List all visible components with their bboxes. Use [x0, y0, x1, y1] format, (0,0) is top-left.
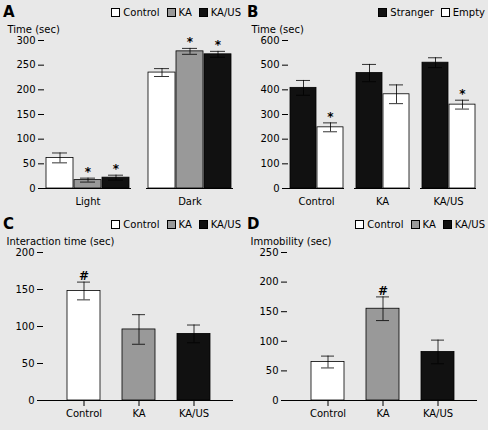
html-text:D: D [247, 215, 260, 233]
svg-text:KA/US: KA/US [433, 196, 463, 207]
svg-text:250: 250 [16, 59, 35, 70]
svg-text:200: 200 [16, 84, 35, 95]
html-text:KA/US: KA/US [454, 218, 485, 230]
svg-text:50: 50 [23, 158, 36, 169]
html-text:Empty: Empty [452, 6, 485, 18]
svg-text:100: 100 [16, 133, 35, 144]
svg-text:0: 0 [272, 395, 278, 406]
html-text:Control: Control [367, 218, 404, 230]
svg-text:400: 400 [260, 84, 279, 95]
svg-text:#: # [378, 284, 388, 298]
svg-text:*: * [113, 162, 120, 176]
html-text:KA/US: KA/US [210, 218, 241, 230]
svg-text:*: * [187, 35, 194, 49]
html-text:A: A [3, 3, 15, 21]
svg-text:300: 300 [260, 109, 279, 120]
svg-text:Time (sec): Time (sec) [251, 24, 304, 35]
svg-text:200: 200 [259, 276, 278, 287]
svg-text:Immobility (sec): Immobility (sec) [251, 236, 332, 247]
svg-text:*: * [327, 110, 334, 124]
svg-text:100: 100 [260, 158, 279, 169]
svg-text:KA: KA [376, 196, 389, 207]
svg-text:50: 50 [22, 358, 35, 369]
svg-text:150: 150 [16, 109, 35, 120]
svg-text:#: # [79, 269, 89, 283]
html-text:Control: Control [123, 218, 160, 230]
html-text:Stranger: Stranger [390, 6, 434, 18]
svg-text:50: 50 [266, 365, 279, 376]
svg-text:*: * [459, 87, 466, 101]
svg-text:150: 150 [259, 306, 278, 317]
html-text:C: C [3, 215, 14, 233]
svg-text:Time (sec): Time (sec) [7, 24, 60, 35]
svg-text:200: 200 [15, 247, 34, 258]
html-text:KA/US: KA/US [210, 6, 241, 18]
svg-text:Dark: Dark [178, 196, 202, 207]
svg-text:100: 100 [15, 321, 34, 332]
svg-text:150: 150 [15, 284, 34, 295]
svg-text:600: 600 [260, 35, 279, 46]
svg-text:*: * [215, 38, 222, 52]
html-text:KA: KA [178, 218, 192, 230]
svg-text:Interaction time (sec): Interaction time (sec) [7, 236, 115, 247]
svg-text:KA: KA [376, 408, 389, 419]
svg-text:100: 100 [259, 336, 278, 347]
svg-text:300: 300 [16, 35, 35, 46]
svg-text:KA: KA [132, 408, 145, 419]
html-text:B: B [247, 3, 259, 21]
svg-text:0: 0 [273, 183, 279, 194]
svg-text:*: * [85, 165, 92, 179]
svg-text:Control: Control [310, 408, 346, 419]
svg-text:KA/US: KA/US [423, 408, 453, 419]
svg-text:500: 500 [260, 59, 279, 70]
svg-text:Control: Control [298, 196, 334, 207]
svg-text:250: 250 [259, 247, 278, 258]
html-text:Control: Control [123, 6, 160, 18]
svg-text:KA/US: KA/US [179, 408, 209, 419]
svg-text:200: 200 [260, 133, 279, 144]
html-text:KA: KA [178, 6, 192, 18]
svg-text:0: 0 [29, 183, 35, 194]
svg-text:Control: Control [66, 408, 102, 419]
svg-text:Light: Light [76, 196, 101, 207]
svg-text:0: 0 [28, 395, 34, 406]
html-text:KA: KA [422, 218, 436, 230]
